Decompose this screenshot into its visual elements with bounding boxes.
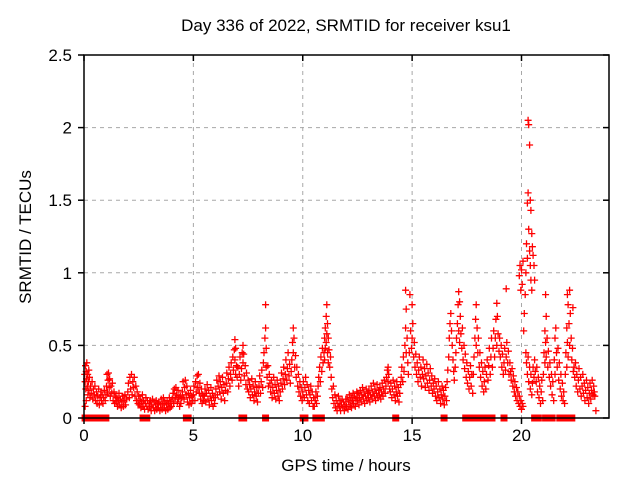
x-tick-label: 15 xyxy=(403,426,422,445)
grid-lines xyxy=(84,55,609,418)
x-tick-label: 5 xyxy=(189,426,198,445)
plot-border xyxy=(83,54,610,419)
plot-frame xyxy=(83,54,610,419)
x-tick-label: 10 xyxy=(293,426,312,445)
y-tick-label: 2 xyxy=(63,119,72,138)
x-axis-label: GPS time / hours xyxy=(281,456,410,475)
y-tick-label: 0 xyxy=(63,409,72,428)
x-tick-label: 0 xyxy=(79,426,88,445)
y-tick-label: 2.5 xyxy=(48,46,72,65)
y-tick-label: 1 xyxy=(63,264,72,283)
x-tick-label: 20 xyxy=(512,426,531,445)
axis-ticks xyxy=(78,54,609,424)
y-tick-label: 1.5 xyxy=(48,191,72,210)
tick-labels: 0 5 10 15 20 0 0.5 1 1.5 2 2.5 xyxy=(48,46,531,445)
y-axis-label: SRMTID / TECUs xyxy=(16,170,35,304)
y-tick-label: 0.5 xyxy=(48,336,72,355)
chart-title: Day 336 of 2022, SRMTID for receiver ksu… xyxy=(181,16,511,35)
